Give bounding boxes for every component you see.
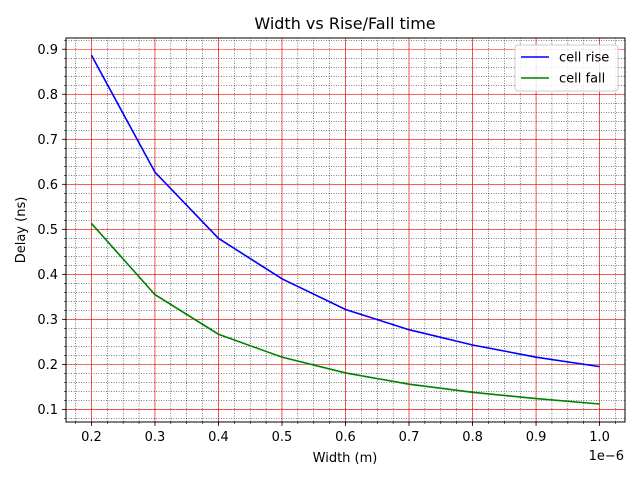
legend: cell rise cell fall	[514, 44, 619, 92]
y-tick-label: 0.3	[37, 313, 58, 328]
x-tick-label: 0.4	[208, 430, 229, 445]
series-line-cell-rise	[90, 54, 600, 368]
grid	[66, 38, 625, 422]
x-axis-offset-label: 1e−6	[589, 449, 624, 464]
x-tick-label: 0.8	[462, 430, 483, 445]
y-tick-label: 0.4	[37, 268, 58, 283]
y-tick-label: 0.6	[37, 178, 58, 193]
x-tick-label: 0.3	[145, 430, 166, 445]
y-axis-label: Delay (ns)	[14, 197, 29, 264]
x-tick-label: 0.7	[399, 430, 420, 445]
legend-label: cell rise	[559, 51, 609, 66]
x-tick-label: 0.9	[526, 430, 547, 445]
y-tick-label: 0.2	[37, 358, 58, 373]
y-tick-label: 0.1	[37, 403, 58, 418]
y-tick-label: 0.7	[37, 133, 58, 148]
y-tick-label: 0.8	[37, 88, 58, 103]
series-lines	[90, 54, 600, 405]
series-line-cell-fall	[90, 222, 600, 405]
x-tick-label: 0.5	[272, 430, 293, 445]
x-axis-label: Width (m)	[313, 451, 378, 466]
y-tick-label: 0.5	[37, 223, 58, 238]
x-tick-label: 1.0	[589, 430, 610, 445]
legend-label: cell fall	[559, 72, 605, 87]
x-tick-label: 0.6	[335, 430, 356, 445]
y-tick-label: 0.9	[37, 43, 58, 58]
axis-ticks: 0.2 0.3 0.4 0.5 0.6 0.7 0.8 0.9 1.0 0.1 0.2 0.3 0.4 0…	[37, 39, 616, 445]
x-tick-label: 0.2	[81, 430, 102, 445]
chart-title: Width vs Rise/Fall time	[254, 14, 435, 33]
